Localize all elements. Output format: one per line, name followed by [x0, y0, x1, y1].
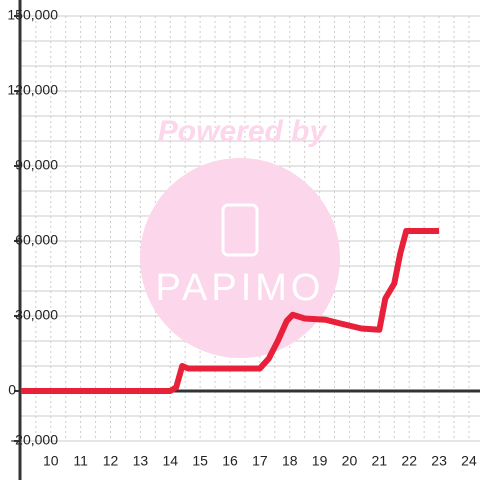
x-tick-label: 23: [431, 453, 447, 469]
data-line: [20, 228, 440, 394]
watermark-top: Powered by: [158, 115, 328, 148]
x-tick-label: 12: [103, 453, 119, 469]
plot: -20,000 0 30,000 60,000 90,000 120,000 150,000…: [7, 0, 480, 480]
y-tick-label: 90,000: [15, 157, 58, 173]
watermark-brand: PAPIMO: [156, 267, 325, 309]
x-tick-label: 17: [252, 453, 268, 469]
y-tick-label: 30,000: [15, 307, 58, 323]
grid: [20, 15, 480, 442]
x-tick-label: 10: [43, 453, 59, 469]
y-tick-label: -20,000: [11, 432, 59, 448]
x-tick-label: 16: [222, 453, 238, 469]
x-tick-label: 15: [192, 453, 208, 469]
x-tick-label: 19: [312, 453, 328, 469]
x-tick-label: 22: [401, 453, 417, 469]
y-tick-label: 60,000: [15, 232, 58, 248]
watermark-circle: [140, 158, 340, 358]
x-tick-label: 18: [282, 453, 298, 469]
y-tick-label: 0: [8, 382, 16, 398]
x-tick-label: 24: [461, 453, 477, 469]
x-tick-label: 21: [372, 453, 388, 469]
x-tick-label: 11: [73, 453, 88, 469]
x-tick-label: 13: [133, 453, 149, 469]
phone-icon: [221, 203, 259, 257]
x-tick-label: 20: [342, 453, 358, 469]
watermark: Powered by PAPIMO: [140, 115, 340, 358]
x-tick-label: 14: [162, 453, 178, 469]
y-tick-label: 120,000: [7, 82, 58, 98]
y-tick-label: 150,000: [7, 7, 58, 23]
